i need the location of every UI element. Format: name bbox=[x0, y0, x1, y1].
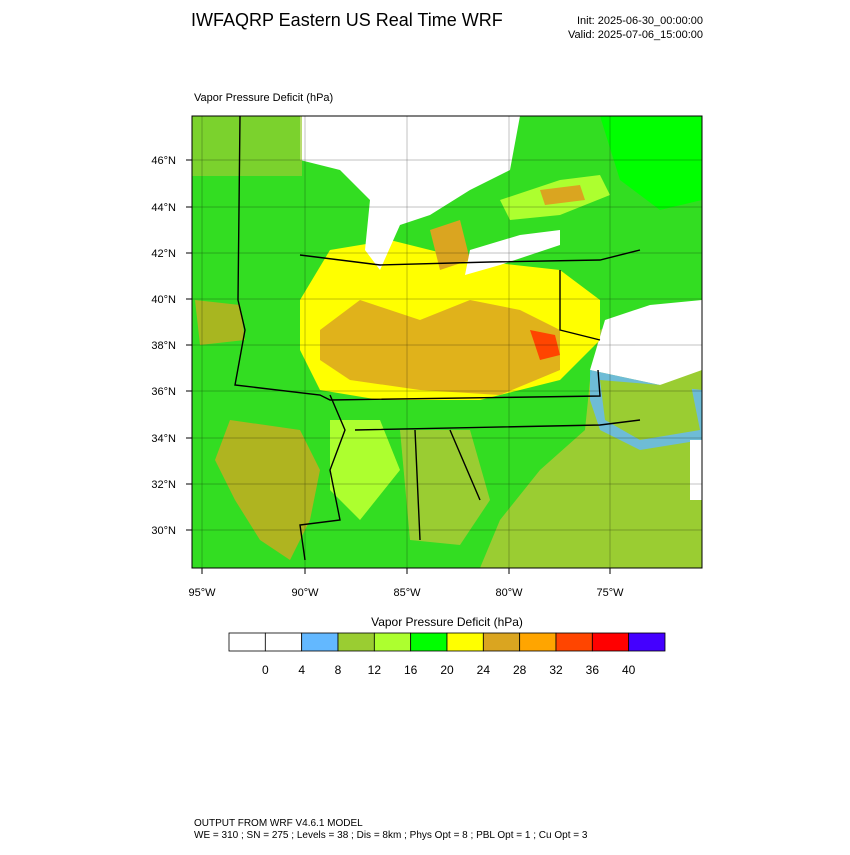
lat-label: 44°N bbox=[151, 202, 176, 214]
lat-label: 30°N bbox=[151, 525, 176, 537]
init-time: Init: 2025-06-30_00:00:00 bbox=[577, 15, 703, 27]
colorbar-title: Vapor Pressure Deficit (hPa) bbox=[371, 615, 523, 629]
lat-label: 42°N bbox=[151, 248, 176, 260]
lat-label: 38°N bbox=[151, 340, 176, 352]
valid-time: Valid: 2025-07-06_15:00:00 bbox=[568, 29, 703, 41]
lat-label: 34°N bbox=[151, 433, 176, 445]
lon-label: 85°W bbox=[393, 587, 421, 599]
lon-label: 90°W bbox=[291, 587, 319, 599]
colorbar-label: 8 bbox=[335, 663, 342, 677]
footer-model: OUTPUT FROM WRF V4.6.1 MODEL bbox=[194, 818, 363, 829]
colorbar-label: 12 bbox=[368, 663, 382, 677]
lat-label: 32°N bbox=[151, 479, 176, 491]
colorbar-label: 4 bbox=[298, 663, 305, 677]
colorbar-box bbox=[519, 632, 557, 652]
colorbar-label: 20 bbox=[440, 663, 454, 677]
colorbar-label: 0 bbox=[262, 663, 269, 677]
colorbar-box bbox=[628, 632, 666, 652]
colorbar-box bbox=[591, 632, 630, 652]
map-field bbox=[192, 116, 702, 568]
colorbar-box bbox=[301, 632, 339, 652]
colorbar-box bbox=[264, 632, 303, 652]
colorbar-box bbox=[410, 632, 448, 652]
lon-label: 80°W bbox=[495, 587, 523, 599]
colorbar-box bbox=[446, 632, 484, 652]
colorbar-box bbox=[373, 632, 412, 652]
colorbar-label: 36 bbox=[586, 663, 600, 677]
colorbar-label: 32 bbox=[549, 663, 563, 677]
colorbar-box bbox=[482, 632, 521, 652]
colorbar-label: 24 bbox=[477, 663, 491, 677]
colorbar-label: 28 bbox=[513, 663, 527, 677]
colorbar-box bbox=[555, 632, 593, 652]
lat-label: 46°N bbox=[151, 155, 176, 167]
colorbar-box bbox=[228, 632, 266, 652]
footer-options: WE = 310 ; SN = 275 ; Levels = 38 ; Dis … bbox=[194, 830, 588, 841]
lat-label: 40°N bbox=[151, 294, 176, 306]
lat-label: 36°N bbox=[151, 386, 176, 398]
title: IWFAQRP Eastern US Real Time WRF bbox=[191, 10, 503, 30]
colorbar-label: 40 bbox=[622, 663, 636, 677]
colorbar-label: 16 bbox=[404, 663, 418, 677]
colorbar-box bbox=[337, 632, 375, 652]
map-frame bbox=[191, 115, 703, 569]
map-label: Vapor Pressure Deficit (hPa) bbox=[194, 92, 333, 104]
lon-label: 75°W bbox=[596, 587, 624, 599]
lon-label: 95°W bbox=[188, 587, 216, 599]
